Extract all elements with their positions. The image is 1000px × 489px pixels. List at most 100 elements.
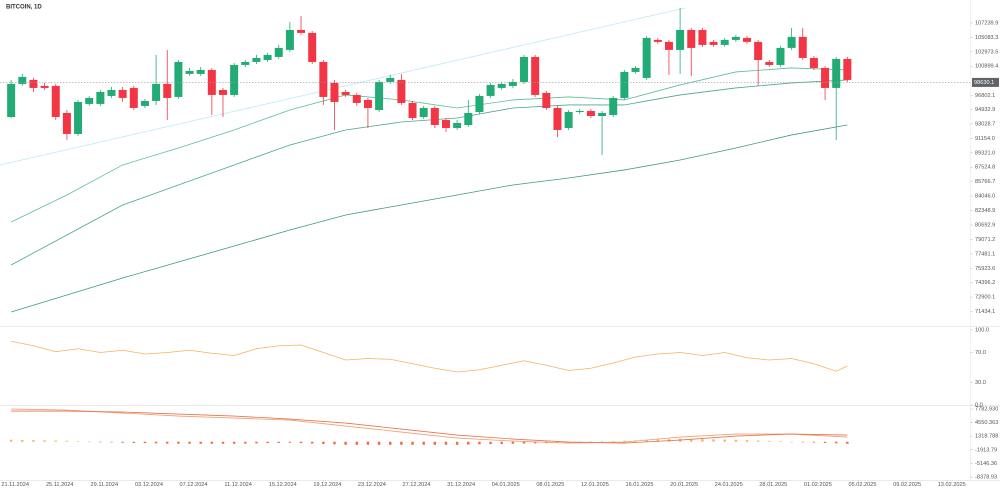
histogram-bar: [143, 441, 147, 444]
candle-body: [497, 83, 506, 88]
candle-body: [553, 107, 562, 130]
histogram-bar: [779, 441, 782, 442]
candle-body: [664, 41, 673, 50]
macd-line: [11, 408, 848, 444]
histogram-bar: [612, 441, 615, 442]
y-tick-label: 85766.7: [975, 179, 995, 185]
histogram-bar: [723, 439, 726, 442]
histogram-bar: [333, 441, 336, 445]
candle-body: [743, 37, 752, 42]
histogram-bar: [210, 441, 214, 444]
histogram-bar: [255, 441, 258, 444]
histogram-bar: [600, 441, 604, 443]
y-tick-label: 84046.0: [975, 194, 995, 200]
candle-body: [263, 54, 272, 60]
histogram-bar: [188, 441, 191, 444]
histogram-bar: [154, 441, 158, 444]
histogram-bar: [400, 441, 403, 445]
x-tick-label: 07.12.2024: [180, 482, 208, 488]
histogram-bar: [322, 441, 325, 444]
y-tick-label: -1913.79: [975, 447, 997, 453]
histogram-bar: [377, 441, 381, 445]
candle-body: [330, 82, 339, 102]
candle-body: [475, 95, 484, 112]
candle-body: [631, 67, 640, 72]
y-tick-label: 93028.7: [975, 121, 995, 127]
histogram-bar: [823, 441, 827, 443]
candle-body: [107, 89, 116, 96]
candle-body: [297, 29, 306, 33]
x-tick-label: 25.11.2024: [46, 482, 74, 488]
y-tick-label: 77481.1: [975, 251, 995, 257]
x-tick-label: 15.12.2024: [269, 482, 297, 488]
macd-line: [11, 410, 848, 444]
y-tick-label: 30.0: [975, 380, 986, 386]
candle-body: [397, 79, 406, 103]
candle-body: [731, 36, 740, 40]
candle-body: [809, 57, 818, 68]
chart-title: BITCOIN, 1D: [6, 5, 42, 11]
candle-body: [375, 81, 384, 110]
y-tick-label: 87524.8: [975, 165, 995, 171]
candle-body: [653, 39, 662, 42]
candle-body: [720, 39, 729, 45]
candle-body: [609, 97, 618, 115]
candle-body: [419, 107, 428, 117]
moving-average: [11, 124, 848, 313]
candle-body: [531, 56, 540, 95]
y-tick-label: 89321.0: [975, 150, 995, 156]
x-tick-label: 09.02.2025: [893, 482, 921, 488]
histogram-bar: [121, 441, 124, 443]
histogram-bar: [489, 441, 492, 445]
candle-body: [18, 76, 27, 84]
candle-body: [274, 47, 283, 57]
x-tick-label: 20.01.2025: [670, 482, 698, 488]
trend-line: [0, 7, 686, 166]
candle-body: [319, 61, 328, 97]
candle-body: [40, 85, 49, 88]
candle-body: [754, 41, 763, 60]
y-tick-label: 82348.9: [975, 208, 995, 214]
y-tick-label: -5146.36: [975, 461, 997, 467]
histogram-bar: [846, 441, 849, 444]
candle-body: [140, 100, 149, 106]
y-tick-label: 1318.788: [975, 434, 998, 440]
rsi-line: [11, 340, 848, 373]
histogram-bar: [690, 438, 693, 442]
histogram-bar: [99, 441, 102, 443]
histogram-bar: [288, 441, 292, 443]
candle-body: [642, 37, 651, 78]
candle-body: [152, 83, 161, 101]
moving-average: [10, 79, 848, 266]
x-tick-label: 12.01.2025: [581, 482, 609, 488]
x-tick-label: 19.12.2024: [313, 482, 341, 488]
histogram-bar: [812, 441, 816, 443]
last-price-box: [972, 77, 999, 87]
histogram-bar: [199, 441, 202, 444]
candle-body: [118, 89, 127, 98]
x-tick-label: 04.01.2025: [492, 482, 520, 488]
y-tick-label: 100.0: [975, 327, 989, 333]
y-tick-label: 91154.0: [975, 136, 995, 142]
y-tick-label: 80692.9: [975, 222, 995, 228]
histogram-bar: [768, 440, 771, 442]
candle-body: [787, 36, 796, 48]
histogram-bar: [467, 441, 470, 445]
x-tick-label: 08.01.2025: [536, 482, 564, 488]
histogram-bar: [355, 441, 358, 445]
y-tick-label: 74396.2: [975, 280, 995, 286]
candle-body: [74, 101, 83, 134]
histogram-bar: [790, 441, 793, 443]
histogram-bar: [9, 439, 13, 442]
candle-body: [85, 97, 94, 104]
candle-body: [129, 87, 138, 108]
candle-body: [508, 81, 517, 86]
y-tick-label: 70.0: [975, 350, 986, 356]
histogram-bar: [444, 441, 448, 445]
candle-body: [676, 29, 685, 50]
candle-body: [62, 112, 71, 134]
histogram-bar: [232, 441, 236, 444]
histogram-bar: [244, 441, 247, 444]
x-tick-label: 27.12.2024: [403, 482, 431, 488]
candle-body: [564, 111, 573, 128]
